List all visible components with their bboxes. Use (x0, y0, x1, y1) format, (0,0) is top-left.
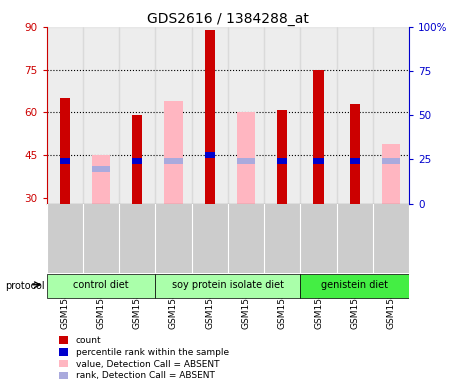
Bar (277, 109, 287, 204)
Bar (382, 144, 400, 204)
Bar (350, 158, 360, 164)
Bar (92, 167, 110, 172)
Bar (237, 113, 255, 204)
Bar (373, 27, 409, 204)
FancyBboxPatch shape (46, 274, 155, 298)
Bar (60, 98, 70, 204)
Bar (192, 27, 228, 204)
Bar (119, 27, 155, 204)
FancyBboxPatch shape (300, 274, 409, 298)
Bar (92, 155, 110, 204)
Bar (205, 30, 215, 204)
Bar (155, 27, 192, 204)
Bar (264, 27, 300, 204)
Bar (132, 158, 142, 164)
Bar (164, 158, 182, 164)
FancyBboxPatch shape (155, 274, 300, 298)
Bar (228, 27, 264, 204)
Bar (300, 27, 337, 204)
Bar (46, 27, 83, 204)
Legend: count, percentile rank within the sample, value, Detection Call = ABSENT, rank, : count, percentile rank within the sample… (56, 333, 232, 384)
Bar (237, 158, 255, 164)
Title: GDS2616 / 1384288_at: GDS2616 / 1384288_at (147, 12, 309, 26)
Bar (60, 158, 70, 164)
Bar (337, 27, 373, 204)
Bar (350, 104, 360, 204)
Bar (277, 158, 287, 164)
Text: control diet: control diet (73, 280, 129, 290)
Bar (132, 115, 142, 204)
Bar (205, 152, 215, 158)
Bar (164, 101, 182, 204)
Bar (382, 158, 400, 164)
Text: protocol: protocol (5, 281, 44, 291)
Bar (313, 158, 324, 164)
Text: genistein diet: genistein diet (321, 280, 388, 290)
Bar (83, 27, 119, 204)
Bar (313, 70, 324, 204)
Text: soy protein isolate diet: soy protein isolate diet (172, 280, 284, 290)
